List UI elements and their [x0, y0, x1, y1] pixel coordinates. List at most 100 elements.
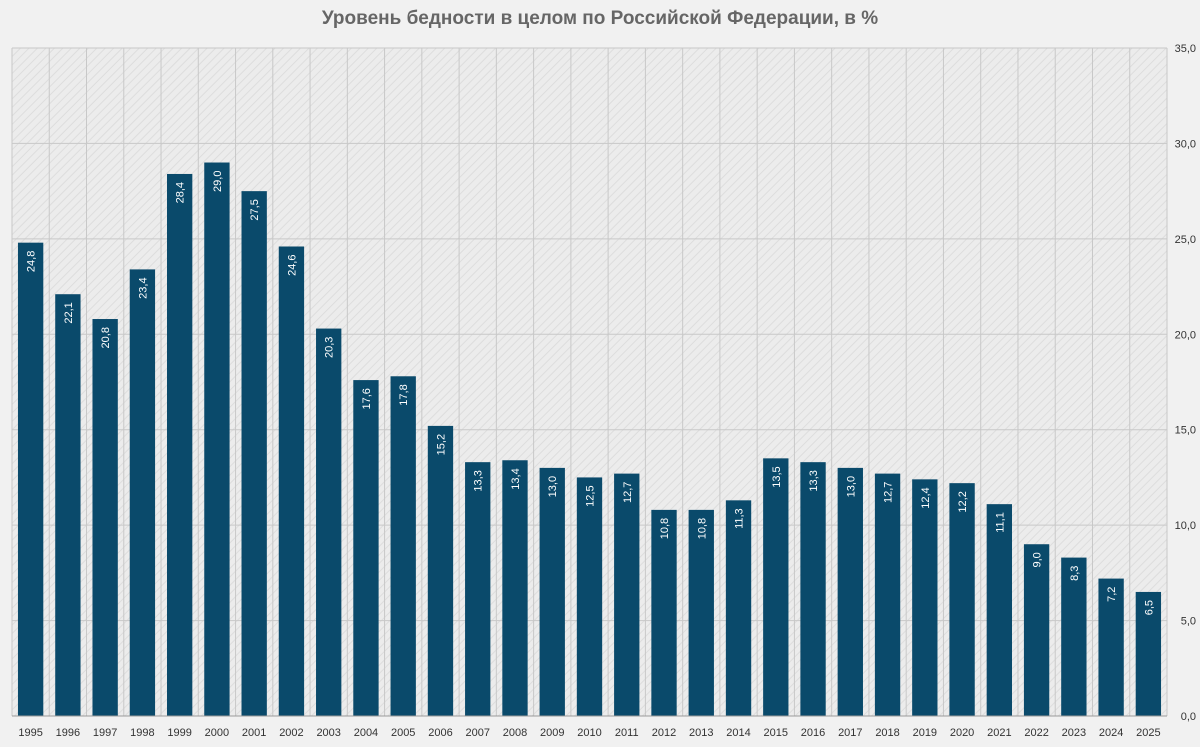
x-tick-label: 2016 [801, 727, 825, 739]
bar [241, 191, 267, 717]
bar-value-label: 12,5 [585, 485, 597, 506]
bar-value-label: 13,5 [771, 466, 783, 487]
bar [92, 319, 118, 716]
bar-value-label: 10,8 [659, 518, 671, 539]
x-tick-label: 1999 [167, 727, 191, 739]
x-tick-label: 2004 [354, 727, 378, 739]
bar-value-label: 17,6 [361, 388, 373, 409]
x-tick-label: 2019 [913, 727, 937, 739]
x-tick-label: 2006 [428, 727, 452, 739]
bars: 24,8 22,1 20,8 23,4 28,4 29,0 27,5 24,6 20,3 17,6… [17, 162, 1162, 717]
bar-value-label: 24,6 [286, 254, 298, 275]
x-tick-label: 2013 [689, 727, 713, 739]
bar-value-label: 15,2 [435, 434, 447, 455]
bar-value-label: 24,8 [26, 251, 38, 272]
x-tick-label: 2017 [838, 727, 862, 739]
bar-value-label: 29,0 [212, 171, 224, 192]
bar [725, 500, 752, 716]
x-tick-label: 2001 [242, 727, 266, 739]
bar-value-label: 22,1 [63, 302, 75, 323]
bar [986, 504, 1013, 716]
bar-value-label: 12,2 [957, 491, 969, 512]
y-tick-label: 10,0 [1175, 520, 1196, 532]
bar [353, 380, 379, 716]
bar [465, 462, 491, 716]
bar [837, 467, 863, 716]
bar [55, 294, 81, 716]
x-tick-label: 2010 [577, 727, 601, 739]
bar-value-label: 13,3 [808, 470, 820, 491]
bar [912, 479, 938, 716]
y-tick-label: 5,0 [1181, 616, 1196, 628]
bar-value-label: 23,4 [137, 277, 149, 298]
x-tick-label: 2014 [726, 727, 750, 739]
x-tick-label: 2024 [1099, 727, 1123, 739]
x-tick-label: 2021 [987, 727, 1011, 739]
x-tick-label: 2011 [615, 727, 639, 739]
x-tick-label: 2023 [1062, 727, 1086, 739]
bar-value-label: 13,3 [473, 470, 485, 491]
bar [17, 242, 44, 716]
bar [1098, 578, 1124, 716]
bar-value-label: 12,7 [883, 482, 895, 503]
bar-value-label: 20,3 [324, 337, 336, 358]
x-tick-label: 2005 [391, 727, 415, 739]
x-tick-label: 2003 [316, 727, 340, 739]
chart-title: Уровень бедности в целом по Российской Ф… [321, 8, 879, 29]
bar [688, 509, 714, 716]
bar [1023, 544, 1050, 716]
x-tick-label: 2002 [279, 727, 303, 739]
bar [278, 246, 305, 716]
bar-value-label: 11,1 [994, 512, 1006, 533]
bar-value-label: 20,8 [100, 327, 112, 348]
x-tick-label: 1995 [18, 727, 42, 739]
bar [576, 477, 603, 716]
x-tick-label: 2022 [1024, 727, 1048, 739]
bar [874, 473, 901, 716]
y-tick-label: 30,0 [1175, 138, 1196, 150]
x-tick-label: 2018 [875, 727, 899, 739]
bar [316, 328, 342, 716]
x-tick-label: 2012 [652, 727, 676, 739]
bar [390, 376, 416, 716]
bar [166, 173, 193, 717]
x-tick-label: 1996 [56, 727, 80, 739]
y-tick-label: 25,0 [1175, 234, 1196, 246]
y-tick-label: 35,0 [1175, 43, 1196, 55]
bar-value-label: 8,3 [1069, 566, 1081, 581]
bar-value-label: 13,0 [845, 476, 857, 497]
x-tick-label: 2000 [205, 727, 229, 739]
bar [539, 467, 565, 716]
bar-value-label: 17,8 [398, 384, 410, 405]
x-tick-label: 1997 [93, 727, 117, 739]
bar [1061, 557, 1087, 716]
y-tick-label: 20,0 [1175, 329, 1196, 341]
x-tick-label: 2020 [950, 727, 974, 739]
bar-value-label: 12,4 [920, 487, 932, 508]
bar [800, 462, 826, 716]
bar-value-label: 28,4 [175, 182, 187, 203]
bar-value-label: 27,5 [249, 199, 261, 220]
bar [204, 162, 230, 716]
y-tick-label: 15,0 [1175, 425, 1196, 437]
bar [614, 473, 640, 716]
bar-value-label: 11,3 [734, 508, 746, 529]
bar-value-label: 12,7 [622, 482, 634, 503]
x-tick-label: 1998 [130, 727, 154, 739]
bar [651, 509, 677, 716]
bar-value-label: 13,0 [547, 476, 559, 497]
bar-value-label: 9,0 [1032, 552, 1044, 567]
x-tick-label: 2007 [465, 727, 489, 739]
bar [949, 483, 975, 716]
bar-value-label: 7,2 [1106, 587, 1118, 602]
bar-value-label: 6,5 [1143, 600, 1155, 615]
axes: 0,0 5,0 10,0 15,0 20,0 25,0 30,0 35,0 1995 1996 19… [12, 43, 1196, 739]
bar [1135, 591, 1162, 716]
x-tick-label: 2008 [503, 727, 527, 739]
x-tick-label: 2015 [764, 727, 788, 739]
bar [763, 458, 789, 716]
bar-value-label: 10,8 [696, 518, 708, 539]
bar [427, 425, 454, 716]
bar [129, 269, 156, 716]
